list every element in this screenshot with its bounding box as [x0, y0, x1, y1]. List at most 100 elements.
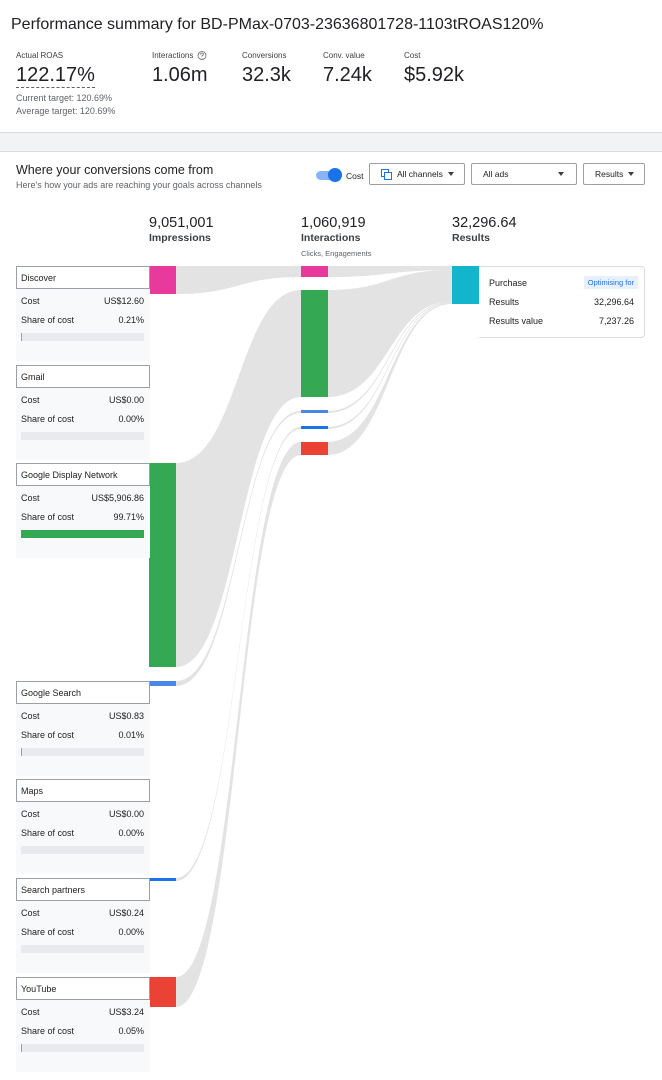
share-bar — [21, 1044, 144, 1052]
section-subtitle: Here's how your ads are reaching your go… — [16, 180, 262, 190]
cost-label: Cost — [21, 809, 40, 819]
metric-value: 1.06m — [152, 64, 208, 86]
channel-name[interactable]: Google Search — [21, 688, 82, 698]
flow-node — [149, 878, 176, 881]
flow — [327, 302, 452, 429]
toggle-label[interactable]: Cost — [346, 171, 364, 181]
cost-value: US$0.00 — [108, 395, 144, 405]
help-icon — [197, 51, 207, 60]
cost-label: Cost — [21, 493, 40, 503]
channel-detail-bg — [16, 388, 150, 460]
flow — [176, 411, 301, 686]
dropdown[interactable]: All channels — [369, 163, 465, 185]
channel-name-box[interactable]: Google Display Network — [16, 463, 150, 486]
share-bar — [21, 748, 144, 756]
flow-node — [301, 426, 328, 429]
cost-value: US$0.00 — [108, 809, 144, 819]
channel-name[interactable]: Google Display Network — [21, 470, 118, 480]
channel-detail-bg — [16, 1000, 150, 1072]
flow-node — [301, 410, 328, 413]
flow — [327, 303, 452, 455]
channel-name-box[interactable]: YouTube — [16, 977, 150, 1000]
flow-node — [452, 266, 479, 304]
share-value: 0.00% — [118, 828, 144, 838]
cost-value: US$12.60 — [103, 296, 144, 306]
share-label: Share of cost — [21, 414, 75, 424]
metric-label: Conversions — [242, 51, 287, 60]
share-bar — [21, 432, 144, 440]
metric-label: Cost — [404, 51, 421, 60]
channel-name-box[interactable]: Maps — [16, 779, 150, 802]
flow-node — [149, 681, 176, 686]
metric-label: Conv. value — [323, 51, 365, 60]
channel-name-box[interactable]: Discover — [16, 266, 150, 289]
cost-label: Cost — [21, 296, 40, 306]
share-bar — [21, 333, 144, 341]
summary-card — [0, 0, 662, 133]
share-value: 0.00% — [118, 414, 144, 424]
metric-label: Actual ROAS — [16, 51, 64, 60]
column-value: 1,060,919 — [301, 215, 366, 231]
result-badge: Optimising for — [583, 276, 638, 289]
flow — [327, 270, 452, 397]
flow-node — [301, 266, 328, 277]
channel-detail-bg — [16, 289, 150, 361]
dropdown-arrow[interactable] — [558, 172, 564, 176]
share-bar — [21, 846, 144, 854]
result-card: Purchase Optimising for Results 32,296.64 Re… — [479, 266, 645, 338]
flow — [176, 290, 301, 667]
dropdown-label[interactable]: All channels — [397, 169, 443, 179]
section-title: Where your conversions come from — [16, 163, 214, 177]
column-value: 9,051,001 — [149, 215, 214, 231]
channel-name[interactable]: Maps — [21, 786, 44, 796]
cost-value: US$5,906.86 — [91, 493, 144, 503]
metric-label: Interactions — [152, 51, 194, 60]
dropdown-arrow[interactable] — [448, 172, 454, 176]
share-label: Share of cost — [21, 730, 75, 740]
channel-name[interactable]: Gmail — [21, 372, 45, 382]
channels-icon[interactable] — [384, 172, 392, 180]
channel-name-box[interactable]: Search partners — [16, 878, 150, 901]
flow — [327, 301, 452, 413]
column-label: Impressions — [149, 232, 211, 244]
dropdown-label[interactable]: Results — [595, 169, 624, 179]
channel-name-box[interactable]: Gmail — [16, 365, 150, 388]
share-label: Share of cost — [21, 927, 75, 937]
share-bar-fill — [21, 748, 22, 756]
channel-name[interactable]: Discover — [21, 273, 57, 283]
metric-note: Average target: 120.69% — [16, 106, 116, 116]
metric-value: 32.3k — [242, 64, 291, 86]
dropdown-label[interactable]: All ads — [483, 169, 509, 179]
dropdown[interactable]: All ads — [471, 163, 577, 185]
share-bar — [21, 945, 144, 953]
toggle-knob[interactable] — [328, 168, 342, 182]
channel-name-box[interactable]: Google Search — [16, 681, 150, 704]
page-title: Performance summary for BD-PMax-0703-236… — [11, 16, 544, 33]
column-value: 32,296.64 — [452, 215, 517, 231]
flow — [176, 442, 301, 1007]
metric-note: Current target: 120.69% — [16, 93, 113, 103]
dropdown[interactable]: Results — [583, 163, 645, 185]
channel-name[interactable]: YouTube — [21, 984, 57, 994]
flow-node — [149, 977, 176, 1007]
channel-name[interactable]: Search partners — [21, 885, 86, 895]
flow — [327, 266, 452, 277]
cost-label: Cost — [21, 908, 40, 918]
share-label: Share of cost — [21, 315, 75, 325]
share-label: Share of cost — [21, 828, 75, 838]
result-title: Purchase — [489, 278, 528, 288]
metric-value: $5.92k — [404, 64, 465, 86]
result-row-value: 7,237.26 — [598, 316, 634, 326]
share-value: 0.00% — [118, 927, 144, 937]
dropdown-arrow[interactable] — [628, 172, 634, 176]
share-bar-fill — [21, 333, 22, 341]
flow-node — [301, 442, 328, 455]
flow-node — [301, 290, 328, 397]
column-label: Results — [452, 232, 490, 244]
help-icon-mark — [200, 52, 204, 59]
channel-detail-bg — [16, 802, 150, 874]
flow-node — [149, 266, 176, 294]
cost-value: US$0.83 — [108, 711, 144, 721]
